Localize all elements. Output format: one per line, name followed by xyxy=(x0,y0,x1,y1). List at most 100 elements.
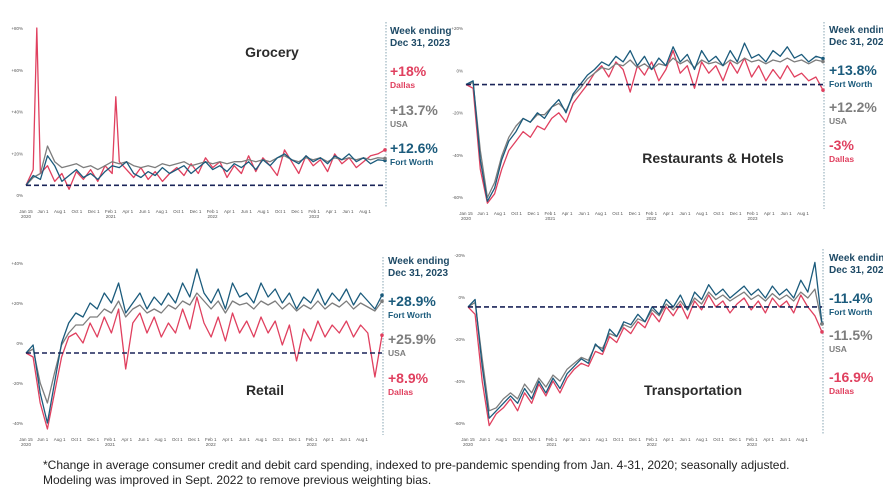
x-tick-label: Apr 1 xyxy=(563,437,574,442)
x-tick-label: Oct 1 xyxy=(273,437,284,442)
x-tick-label: Feb 1 xyxy=(105,209,117,214)
final-label-dallas: Dallas xyxy=(829,386,854,396)
final-label-usa: USA xyxy=(829,116,847,126)
footnote: *Change in average consumer credit and d… xyxy=(43,458,863,488)
x-tick-label: Jun 1 xyxy=(479,437,491,442)
x-tick-label: Apr 1 xyxy=(121,437,132,442)
x-tick-label: Apr 1 xyxy=(562,211,573,216)
x-tick-label: Feb 1 xyxy=(746,437,758,442)
x-tick-year: 2021 xyxy=(106,214,117,219)
y-tick-label: -20% xyxy=(454,337,465,342)
final-label-fort-worth: Fort Worth xyxy=(829,79,872,89)
x-tick-label: Aug 1 xyxy=(255,437,267,442)
x-tick-label: Jan 15 xyxy=(461,437,475,442)
final-value-fort-worth: -11.4% xyxy=(829,290,873,306)
series-line-usa xyxy=(25,145,386,186)
y-tick-label: +20% xyxy=(451,26,463,31)
end-point-marker xyxy=(380,333,384,338)
x-tick-label: Jan 15 xyxy=(459,211,473,216)
end-point-marker xyxy=(821,59,825,64)
series-line-fort-worth xyxy=(25,153,386,186)
x-tick-label: Apr 1 xyxy=(222,437,233,442)
x-tick-label: Jun 1 xyxy=(680,437,692,442)
y-tick-label: -60% xyxy=(454,421,465,426)
final-label-fort-worth: Fort Worth xyxy=(829,307,872,317)
x-tick-label: Feb 1 xyxy=(546,437,558,442)
final-label-dallas: Dallas xyxy=(388,387,413,397)
x-tick-label: Oct 1 xyxy=(513,437,524,442)
final-value-usa: +25.9% xyxy=(388,331,436,347)
final-value-usa: -11.5% xyxy=(829,327,873,343)
series-line-fort-worth xyxy=(465,42,824,202)
x-tick-label: Apr 1 xyxy=(764,211,775,216)
x-tick-label: Aug 1 xyxy=(155,437,167,442)
y-tick-label: -20% xyxy=(12,381,23,386)
x-tick-label: Jun 1 xyxy=(241,209,253,214)
final-label-dallas: Dallas xyxy=(390,80,415,90)
x-tick-label: Dec 1 xyxy=(730,211,742,216)
x-tick-label: Dec 1 xyxy=(629,437,641,442)
week-ending-date: Dec 31, 2023 xyxy=(388,268,448,279)
y-tick-label: 0% xyxy=(16,193,23,198)
x-tick-label: Feb 1 xyxy=(747,211,759,216)
x-tick-year: 2023 xyxy=(747,442,758,447)
week-ending-label: Week ending xyxy=(390,26,452,37)
final-label-fort-worth: Fort Worth xyxy=(390,157,433,167)
series-line-usa xyxy=(25,292,383,404)
x-tick-label: Dec 1 xyxy=(289,437,301,442)
x-tick-label: Dec 1 xyxy=(729,437,741,442)
x-tick-label: Aug 1 xyxy=(696,437,708,442)
x-tick-label: Feb 1 xyxy=(306,437,318,442)
x-tick-label: Dec 1 xyxy=(528,211,540,216)
x-tick-label: Oct 1 xyxy=(275,209,286,214)
series-line-fort-worth xyxy=(467,261,823,419)
final-value-dallas: +18% xyxy=(390,63,427,79)
y-tick-label: -40% xyxy=(454,379,465,384)
week-ending-date: Dec 31, 2023 xyxy=(829,265,883,276)
x-tick-label: Oct 1 xyxy=(713,437,724,442)
x-tick-year: 2023 xyxy=(307,442,318,447)
x-tick-label: Dec 1 xyxy=(188,437,200,442)
footnote-line-1: *Change in average consumer credit and d… xyxy=(43,458,790,472)
x-tick-year: 2021 xyxy=(546,442,557,447)
end-point-marker xyxy=(821,56,825,61)
final-label-usa: USA xyxy=(390,119,408,129)
x-tick-label: Aug 1 xyxy=(156,209,168,214)
x-tick-label: Feb 1 xyxy=(646,437,658,442)
x-tick-label: Aug 1 xyxy=(596,437,608,442)
final-value-fort-worth: +12.6% xyxy=(390,140,438,156)
footnote-line-2: Modeling was improved in Sept. 2022 to r… xyxy=(43,473,432,487)
x-tick-label: Feb 1 xyxy=(544,211,556,216)
x-tick-label: Feb 1 xyxy=(308,209,320,214)
final-label-dallas: Dallas xyxy=(829,154,854,164)
end-point-marker xyxy=(383,148,387,152)
x-tick-year: 2020 xyxy=(463,442,474,447)
x-tick-year: 2022 xyxy=(207,214,218,219)
series-line-dallas xyxy=(25,296,383,430)
x-tick-label: Apr 1 xyxy=(763,437,774,442)
x-tick-label: Jun 1 xyxy=(343,209,355,214)
y-tick-label: +20% xyxy=(11,151,23,156)
x-tick-label: Jun 1 xyxy=(780,437,792,442)
x-tick-year: 2021 xyxy=(105,442,116,447)
x-tick-label: Aug 1 xyxy=(796,437,808,442)
x-tick-label: Apr 1 xyxy=(323,437,334,442)
x-tick-label: Oct 1 xyxy=(71,209,82,214)
x-tick-label: Aug 1 xyxy=(257,209,269,214)
chart-title: Grocery xyxy=(245,44,299,60)
end-point-marker xyxy=(821,88,825,92)
y-tick-label: 0% xyxy=(16,341,23,346)
x-tick-year: 2020 xyxy=(21,442,32,447)
x-tick-label: Oct 1 xyxy=(71,437,82,442)
x-tick-label: Jun 1 xyxy=(578,211,590,216)
x-tick-label: Aug 1 xyxy=(595,211,607,216)
x-tick-label: Apr 1 xyxy=(224,209,235,214)
series-line-dallas xyxy=(25,27,386,190)
x-tick-label: Jun 1 xyxy=(340,437,352,442)
x-tick-label: Jun 1 xyxy=(680,211,692,216)
x-tick-label: Aug 1 xyxy=(496,437,508,442)
x-tick-label: Jun 1 xyxy=(477,211,489,216)
